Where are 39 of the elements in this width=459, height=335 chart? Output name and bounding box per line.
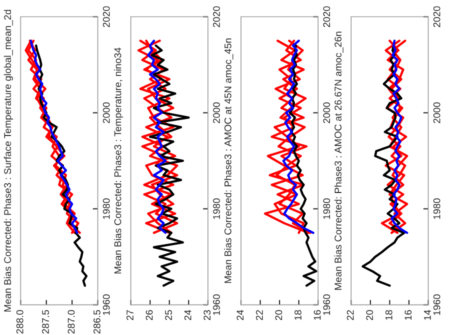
y-tick-label: 2000 <box>213 102 220 124</box>
x-tick-label: 287.5 <box>42 310 49 334</box>
y-tick-label: 2020 <box>102 6 110 28</box>
y-tick-label: 1980 <box>102 198 110 219</box>
x-tick-label: 16 <box>314 310 321 320</box>
x-tick-label: 18 <box>294 310 302 320</box>
text: Mean Bias Corrected: Phase3 : AMOC at 45N amoc_45n <box>224 38 234 283</box>
text: Mean Bias Corrected: Phase3 : AMOC at 26.67N amoc_26n <box>334 32 344 290</box>
x-tick-label: 23 <box>204 310 211 320</box>
x-tick-label: 24 <box>184 310 192 320</box>
y-tick-label: 1980 <box>323 198 330 219</box>
y-tick-label: 2000 <box>102 102 110 124</box>
y-tick-label: 1960 <box>433 294 440 315</box>
x-tick-label: 20 <box>366 310 374 320</box>
y-tick-label: 2020 <box>323 6 330 28</box>
x-tick-label: 24 <box>236 310 244 320</box>
y-tick-label: 2000 <box>323 102 330 124</box>
y-tick-label: 2020 <box>213 6 220 28</box>
y-tick-label: 1960 <box>102 294 110 315</box>
x-tick-label: 27 <box>126 310 134 320</box>
y-tick-label: 1980 <box>213 198 220 219</box>
x-tick-label: 288.0 <box>16 310 24 334</box>
x-tick-label: 16 <box>404 310 412 320</box>
text: Mean Bias Corrected: Phase3 : Surface Temperature global_mean_2d <box>4 10 13 312</box>
y-tick-label: 1960 <box>323 294 330 315</box>
x-tick-label: 22 <box>346 310 354 320</box>
x-tick-label: 20 <box>275 310 282 320</box>
y-tick-label: 2020 <box>433 6 440 28</box>
x-tick-label: 25 <box>165 310 172 320</box>
x-tick-label: 286.5 <box>93 310 100 334</box>
y-tick-label: 2000 <box>433 102 440 124</box>
x-tick-label: 26 <box>146 310 153 320</box>
y-tick-label: 1980 <box>433 198 440 219</box>
x-tick-label: 18 <box>385 310 392 320</box>
y-tick-label: 1960 <box>213 294 220 315</box>
x-tick-label: 287.0 <box>68 310 75 334</box>
x-tick-label: 14 <box>424 310 431 320</box>
text: Mean Bias Corrected: Phase3 : Temperature, nino34 <box>114 48 124 274</box>
x-tick-label: 22 <box>256 310 263 320</box>
